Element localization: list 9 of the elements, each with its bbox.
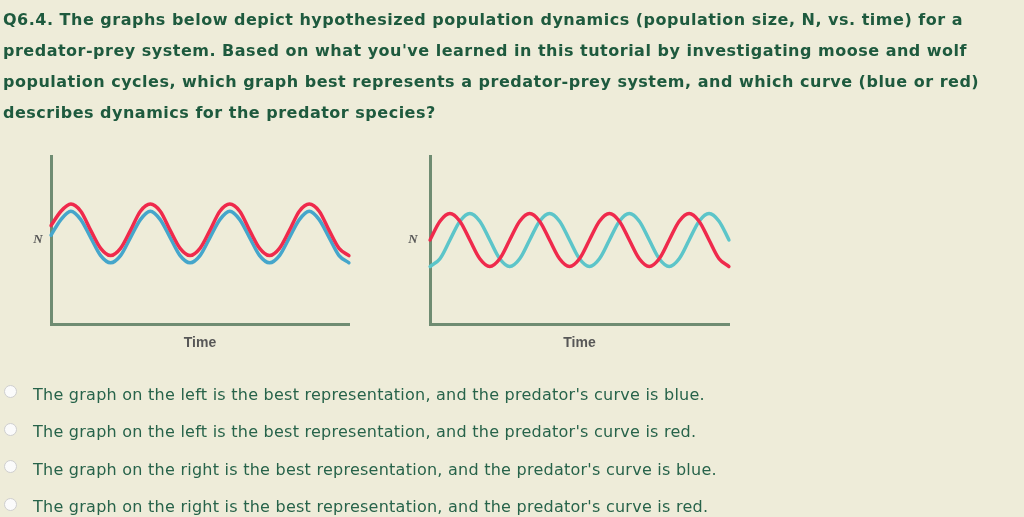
text: The graph on the right is the best representation, and the predator's curve is blue. [33, 459, 717, 479]
text: The graph on the right is the best representation, and the predator's curve is red. [33, 497, 709, 516]
text: The graph on the left is the best representation, and the predator's curve is red. [33, 422, 697, 441]
x-axis-title: Time [563, 333, 596, 350]
text: The graph on the left is the best representation, and the predator's curve is blue. [33, 384, 705, 404]
y-axis-title: N [32, 231, 44, 247]
y-axis-title: N [407, 231, 419, 247]
x-axis-title: Time [183, 333, 217, 350]
text: Q6.4. The graphs below depict hypothesized population dynamics (population size, N, vs. time) for a predator-prey system. Based on what you've learned in this tutorial by investigating moose and wolf population cycles, which graph best represents a predator-prey system, and which curve (blue or red) describes dynamics for the predator species? [3, 9, 981, 124]
